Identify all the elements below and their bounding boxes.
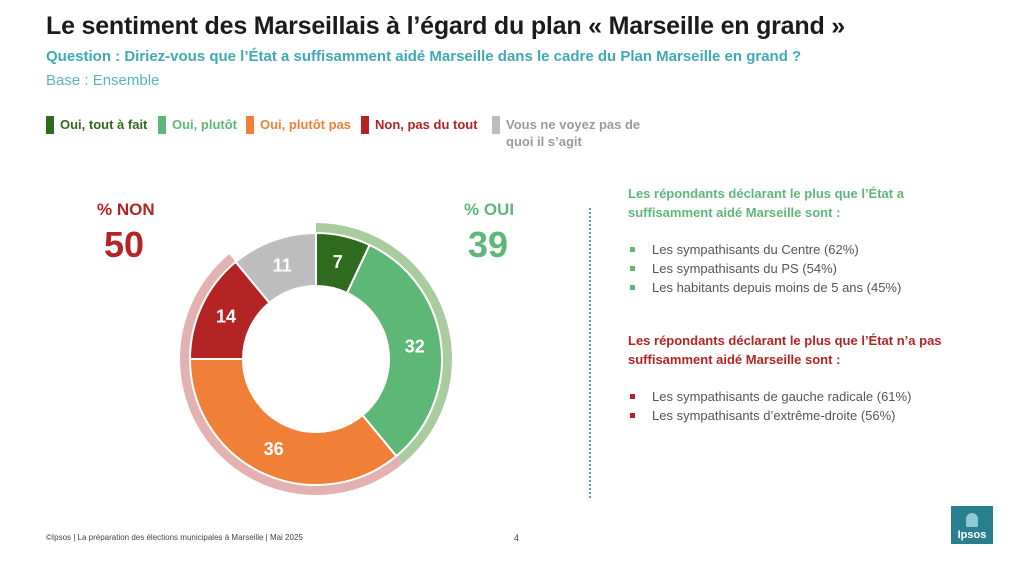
slice-value-label: 11 — [273, 255, 292, 275]
legend-swatch — [158, 116, 166, 134]
donut-slice — [345, 243, 443, 458]
list-item-text: Les sympathisants de gauche radicale (61… — [652, 389, 912, 404]
logo-text: Ipsos — [957, 529, 987, 541]
list-item: Les sympathisants de gauche radicale (61… — [628, 387, 988, 406]
legend-item-ne-voyez-pas: Vous ne voyez pas de quoi il s’agit — [492, 116, 642, 150]
ipsos-logo: Ipsos — [951, 506, 993, 544]
legend-item-non-pas-du-tout: Non, pas du tout — [361, 116, 478, 134]
list-item-text: Les sympathisants du Centre (62%) — [652, 242, 859, 257]
panel-non-title: Les répondants déclarant le plus que l’É… — [628, 333, 942, 367]
legend-item-oui-plutot-pas: Oui, plutôt pas — [246, 116, 351, 134]
panel-divider — [589, 208, 591, 498]
panel-non: Les répondants déclarant le plus que l’É… — [628, 331, 988, 425]
oui-total-label: % OUI — [464, 200, 515, 219]
legend-item-oui-tout-a-fait: Oui, tout à fait — [46, 116, 147, 134]
legend-label: Oui, plutôt — [172, 117, 237, 132]
footer-source: ©Ipsos | La préparation des élections mu… — [46, 533, 303, 542]
slice-value-label: 14 — [216, 307, 236, 327]
slice-value-label: 7 — [333, 252, 343, 272]
oui-total-value: 39 — [468, 224, 509, 265]
page-title: Le sentiment des Marseillais à l’égard d… — [46, 12, 845, 40]
legend-swatch — [361, 116, 369, 134]
panel-non-list: Les sympathisants de gauche radicale (61… — [628, 387, 988, 425]
bullet-icon — [630, 394, 635, 399]
list-item: Les habitants depuis moins de 5 ans (45%… — [628, 278, 988, 297]
legend-label: Non, pas du tout — [375, 117, 478, 132]
donut-slice — [234, 231, 317, 305]
legend-label: Oui, tout à fait — [60, 117, 148, 132]
panel-oui-list: Les sympathisants du Centre (62%) Les sy… — [628, 240, 988, 297]
list-item: Les sympathisants du Centre (62%) — [628, 240, 988, 259]
legend-swatch — [492, 116, 500, 134]
non-total-label: % NON — [97, 200, 155, 219]
legend-swatch — [46, 116, 54, 134]
legend-swatch — [246, 116, 254, 134]
page-number: 4 — [514, 533, 520, 543]
logo-mark-icon — [966, 513, 978, 527]
list-item-text: Les sympathisants du PS (54%) — [652, 261, 837, 276]
bullet-icon — [630, 247, 635, 252]
bullet-icon — [630, 266, 635, 271]
oui-band-arc — [316, 223, 453, 464]
slice-value-label: 36 — [264, 439, 284, 459]
list-item-text: Les habitants depuis moins de 5 ans (45%… — [652, 280, 902, 295]
donut-chart: 7 32 36 14 11 — [179, 223, 453, 495]
non-total-value: 50 — [104, 224, 145, 265]
panel-oui-title: Les répondants déclarant le plus que l’É… — [628, 186, 904, 220]
list-item: Les sympathisants d’extrême-droite (56%) — [628, 406, 988, 425]
slice-value-label: 32 — [405, 337, 425, 357]
legend-label: Vous ne voyez pas de quoi il s’agit — [506, 117, 641, 149]
list-item-text: Les sympathisants d’extrême-droite (56%) — [652, 408, 896, 423]
panel-oui: Les répondants déclarant le plus que l’É… — [628, 184, 988, 297]
list-item: Les sympathisants du PS (54%) — [628, 259, 988, 278]
legend-item-oui-plutot: Oui, plutôt — [158, 116, 237, 134]
legend-label: Oui, plutôt pas — [260, 117, 351, 132]
survey-question: Question : Diriez-vous que l’État a suff… — [46, 48, 802, 65]
bullet-icon — [630, 285, 635, 290]
bullet-icon — [630, 413, 635, 418]
non-band-arc — [179, 254, 403, 495]
donut-slice — [188, 358, 398, 486]
survey-base: Base : Ensemble — [46, 72, 160, 89]
